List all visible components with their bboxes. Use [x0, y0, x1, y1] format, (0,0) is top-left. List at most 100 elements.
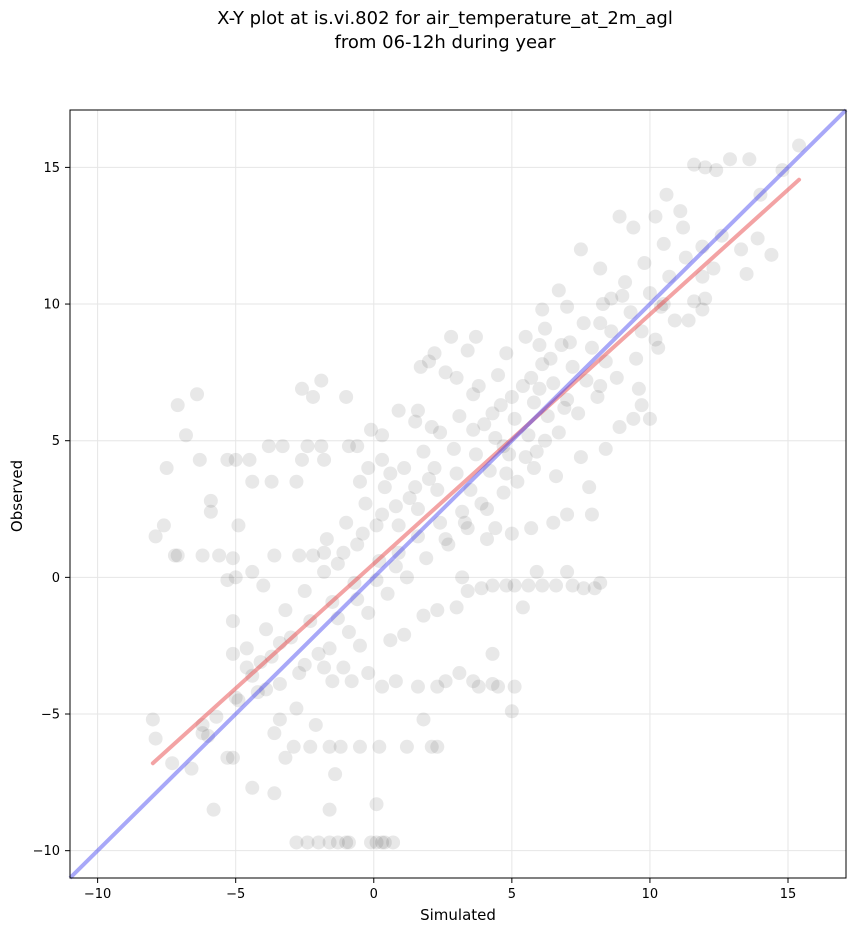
- data-point: [444, 329, 459, 344]
- data-point: [609, 370, 624, 385]
- data-point: [350, 439, 365, 454]
- data-point: [438, 674, 453, 689]
- data-point: [477, 417, 492, 432]
- data-point: [375, 507, 390, 522]
- data-point: [203, 504, 218, 519]
- data-point: [361, 666, 376, 681]
- data-point: [659, 187, 674, 202]
- data-point: [375, 428, 390, 443]
- data-point: [430, 603, 445, 618]
- data-point: [502, 447, 517, 462]
- data-point: [377, 835, 392, 850]
- data-point: [515, 379, 530, 394]
- data-points: [145, 138, 807, 850]
- data-point: [259, 682, 274, 697]
- data-point: [593, 261, 608, 276]
- data-point: [551, 283, 566, 298]
- y-tick-label: −10: [33, 844, 60, 859]
- data-point: [449, 466, 464, 481]
- data-point: [259, 622, 274, 637]
- data-point: [662, 269, 677, 284]
- data-point: [350, 537, 365, 552]
- data-point: [377, 480, 392, 495]
- data-point: [634, 398, 649, 413]
- data-point: [311, 646, 326, 661]
- data-point: [336, 545, 351, 560]
- data-point: [388, 559, 403, 574]
- data-point: [463, 482, 478, 497]
- data-point: [272, 712, 287, 727]
- data-point: [582, 480, 597, 495]
- data-point: [165, 756, 180, 771]
- data-point: [593, 379, 608, 394]
- data-point: [673, 204, 688, 219]
- data-point: [330, 611, 345, 626]
- data-point: [352, 739, 367, 754]
- data-point: [410, 679, 425, 694]
- data-point: [618, 275, 633, 290]
- data-point: [306, 389, 321, 404]
- data-point: [410, 403, 425, 418]
- data-point: [231, 693, 246, 708]
- data-point: [330, 835, 345, 850]
- data-point: [350, 592, 365, 607]
- data-point: [317, 545, 332, 560]
- data-point: [488, 521, 503, 536]
- data-point: [203, 493, 218, 508]
- data-point: [466, 674, 481, 689]
- data-point: [159, 461, 174, 476]
- data-point: [220, 750, 235, 765]
- data-point: [225, 646, 240, 661]
- data-point: [333, 739, 348, 754]
- data-point: [402, 491, 417, 506]
- data-point: [698, 291, 713, 306]
- data-point: [479, 502, 494, 517]
- data-point: [239, 641, 254, 656]
- data-point: [300, 439, 315, 454]
- data-point: [397, 627, 412, 642]
- data-point: [364, 835, 379, 850]
- data-point: [576, 316, 591, 331]
- data-point: [383, 633, 398, 648]
- data-point: [289, 701, 304, 716]
- x-tick-label: −5: [226, 887, 245, 902]
- data-point: [292, 666, 307, 681]
- data-point: [698, 160, 713, 175]
- data-point: [540, 409, 555, 424]
- data-point: [681, 313, 696, 328]
- data-point: [485, 646, 500, 661]
- data-point: [225, 551, 240, 566]
- data-point: [433, 425, 448, 440]
- data-point: [709, 163, 724, 178]
- data-point: [507, 411, 522, 426]
- data-point: [424, 420, 439, 435]
- data-point: [557, 400, 572, 415]
- data-point: [623, 305, 638, 320]
- data-point: [466, 422, 481, 437]
- data-point: [637, 256, 652, 271]
- data-point: [416, 608, 431, 623]
- data-point: [184, 761, 199, 776]
- data-point: [369, 573, 384, 588]
- data-point: [695, 239, 710, 254]
- data-point: [375, 835, 390, 850]
- data-point: [336, 660, 351, 675]
- data-point: [195, 548, 210, 563]
- data-point: [430, 482, 445, 497]
- data-point: [267, 786, 282, 801]
- data-point: [317, 660, 332, 675]
- data-point: [695, 269, 710, 284]
- data-point: [642, 411, 657, 426]
- data-point: [471, 379, 486, 394]
- data-point: [286, 739, 301, 754]
- data-point: [397, 461, 412, 476]
- data-point: [471, 679, 486, 694]
- fit-line: [150, 177, 802, 766]
- data-point: [441, 537, 456, 552]
- data-point: [369, 518, 384, 533]
- data-point: [341, 439, 356, 454]
- data-point: [521, 578, 536, 593]
- data-point: [499, 466, 514, 481]
- data-point: [319, 532, 334, 547]
- data-point: [546, 515, 561, 530]
